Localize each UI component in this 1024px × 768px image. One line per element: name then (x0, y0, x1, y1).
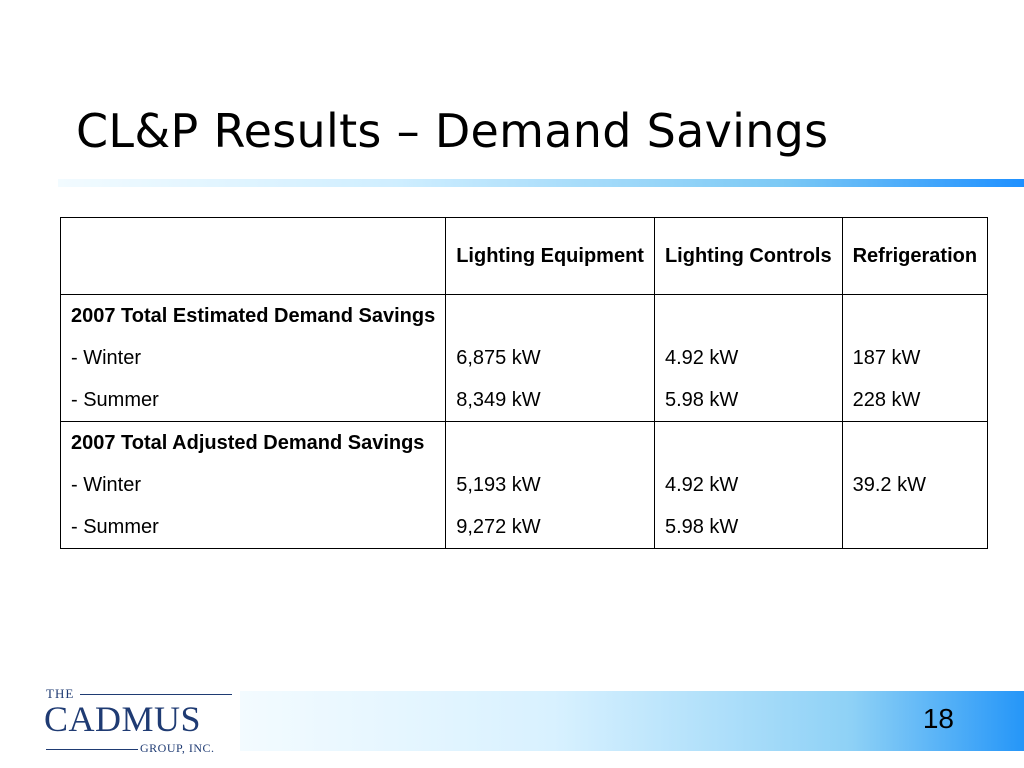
cadmus-group-logo: THE CADMUS GROUP, INC. (44, 686, 236, 755)
title-underline-gradient (58, 179, 1024, 187)
demand-savings-table: Lighting Equipment Lighting Controls Ref… (59, 217, 989, 549)
section-label-estimated: 2007 Total Estimated Demand Savings (59, 294, 447, 337)
row-label-winter: - Winter (59, 337, 447, 379)
header-refrigeration: Refrigeration (841, 217, 989, 295)
cell-adjusted-winter-lighting-controls: 4.92 kW (653, 464, 843, 506)
header-lighting-controls: Lighting Controls (653, 217, 843, 295)
header-lighting-equipment: Lighting Equipment (445, 217, 655, 295)
logo-the-text: THE (46, 686, 75, 701)
table-row: 2007 Total Adjusted Demand Savings 39.2 … (59, 421, 989, 549)
table-header-row: Lighting Equipment Lighting Controls Ref… (59, 217, 989, 295)
table-cell-empty (841, 294, 989, 337)
cell-adjusted-winter-lighting-equipment: 5,193 kW (445, 464, 655, 506)
cell-estimated-summer-refrigeration: 228 kW (841, 379, 989, 422)
table-row: - Summer 9,272 kW 5.98 kW (59, 506, 988, 549)
table-row: - Summer 8,349 kW 5.98 kW 228 kW (59, 379, 989, 422)
table-row: - Winter 6,875 kW 4.92 kW 187 kW (59, 337, 989, 379)
table-row: - Winter 5,193 kW 4.92 kW (59, 464, 988, 506)
cell-adjusted-summer-lighting-equipment: 9,272 kW (445, 506, 655, 549)
cell-adjusted-refrigeration: 39.2 kW (841, 421, 989, 549)
table-cell-empty (653, 421, 843, 464)
cell-estimated-summer-lighting-equipment: 8,349 kW (445, 379, 655, 422)
table-cell-empty (445, 421, 655, 464)
table-row: 2007 Total Estimated Demand Savings (59, 294, 989, 337)
logo-name-text: CADMUS (44, 699, 202, 739)
section-label-adjusted: 2007 Total Adjusted Demand Savings (59, 421, 447, 464)
cell-estimated-winter-lighting-equipment: 6,875 kW (445, 337, 655, 379)
slide-title: CL&P Results – Demand Savings (76, 104, 829, 158)
cell-adjusted-summer-lighting-controls: 5.98 kW (653, 506, 843, 549)
table-cell-empty (653, 294, 843, 337)
header-cell-empty (59, 217, 447, 295)
table-cell-empty (445, 294, 655, 337)
footer-gradient-band (240, 691, 1024, 751)
logo-divider-bottom (46, 749, 138, 750)
cell-estimated-summer-lighting-controls: 5.98 kW (653, 379, 843, 422)
row-label-summer: - Summer (59, 379, 447, 422)
logo-divider-top (80, 694, 232, 695)
page-number: 18 (922, 703, 954, 734)
cell-estimated-winter-refrigeration: 187 kW (841, 337, 989, 379)
cell-estimated-winter-lighting-controls: 4.92 kW (653, 337, 843, 379)
row-label-winter: - Winter (59, 464, 447, 506)
row-label-summer: - Summer (59, 506, 447, 549)
logo-subtitle-text: GROUP, INC. (140, 741, 215, 755)
